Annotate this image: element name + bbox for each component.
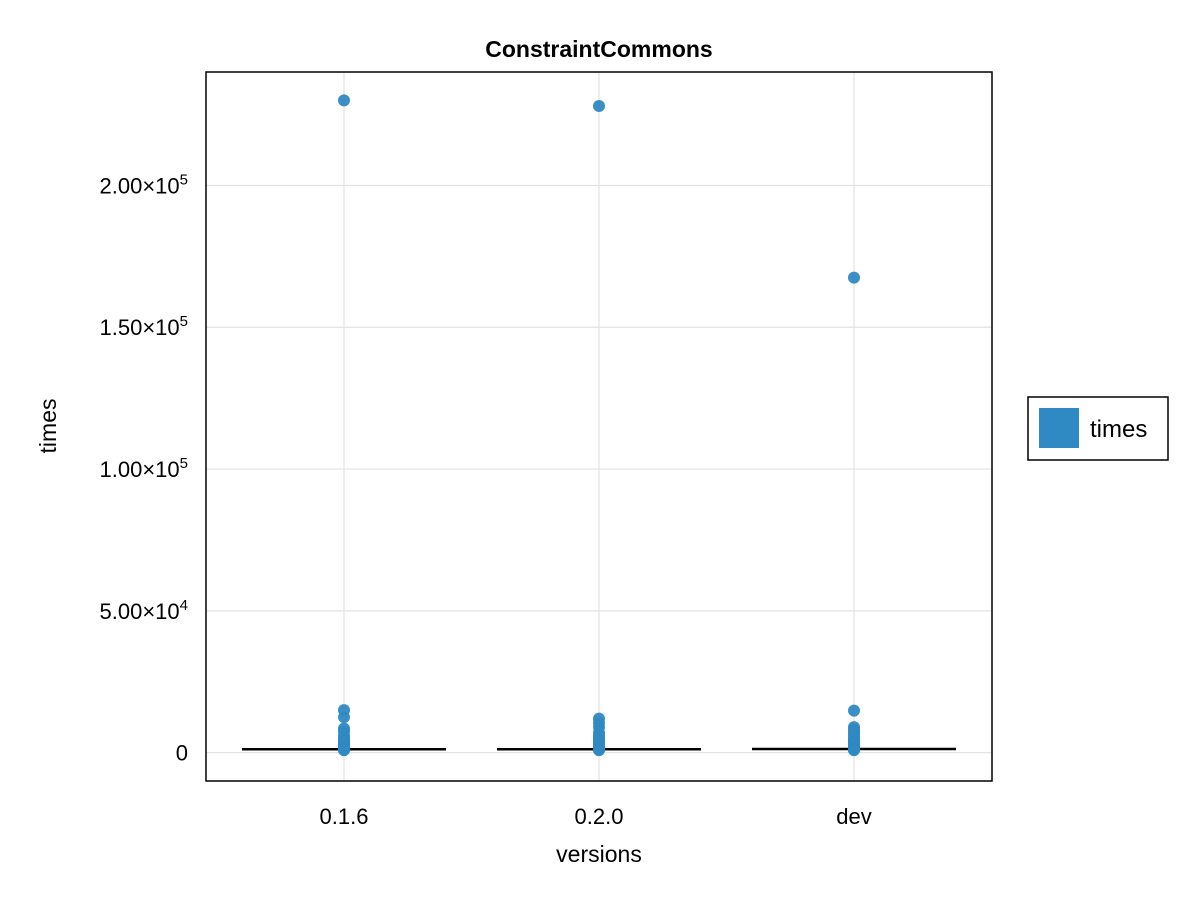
data-points bbox=[338, 94, 860, 757]
data-point bbox=[593, 100, 605, 113]
y-axis-label: times bbox=[35, 399, 61, 454]
plot-frame bbox=[205, 71, 993, 782]
y-tick-label: 1.00×105 bbox=[100, 455, 188, 482]
y-tick-label: 1.50×105 bbox=[100, 313, 188, 340]
y-tick-label: 5.00×104 bbox=[100, 597, 188, 624]
x-axis-ticks: 0.1.6 0.2.0 dev bbox=[320, 804, 872, 829]
x-tick-label: 0.1.6 bbox=[320, 804, 369, 829]
y-tick-label: 2.00×105 bbox=[100, 171, 188, 198]
legend: times bbox=[1027, 396, 1169, 461]
y-tick-label: 0 bbox=[176, 741, 188, 766]
data-point bbox=[338, 744, 350, 757]
legend-swatch bbox=[1039, 408, 1079, 448]
data-point bbox=[593, 744, 605, 757]
y-axis-ticks: 0 5.00×104 1.00×105 1.50×105 2.00×105 bbox=[100, 171, 188, 765]
data-point bbox=[338, 711, 350, 724]
chart-title: ConstraintCommons bbox=[485, 36, 712, 62]
legend-label: times bbox=[1090, 416, 1147, 443]
data-point bbox=[848, 704, 860, 717]
data-point bbox=[848, 744, 860, 757]
x-tick-label: 0.2.0 bbox=[575, 804, 624, 829]
grid-lines bbox=[206, 72, 992, 781]
data-point bbox=[848, 271, 860, 284]
x-tick-label: dev bbox=[836, 804, 871, 829]
x-axis-label: versions bbox=[556, 841, 642, 867]
data-point bbox=[338, 94, 350, 107]
